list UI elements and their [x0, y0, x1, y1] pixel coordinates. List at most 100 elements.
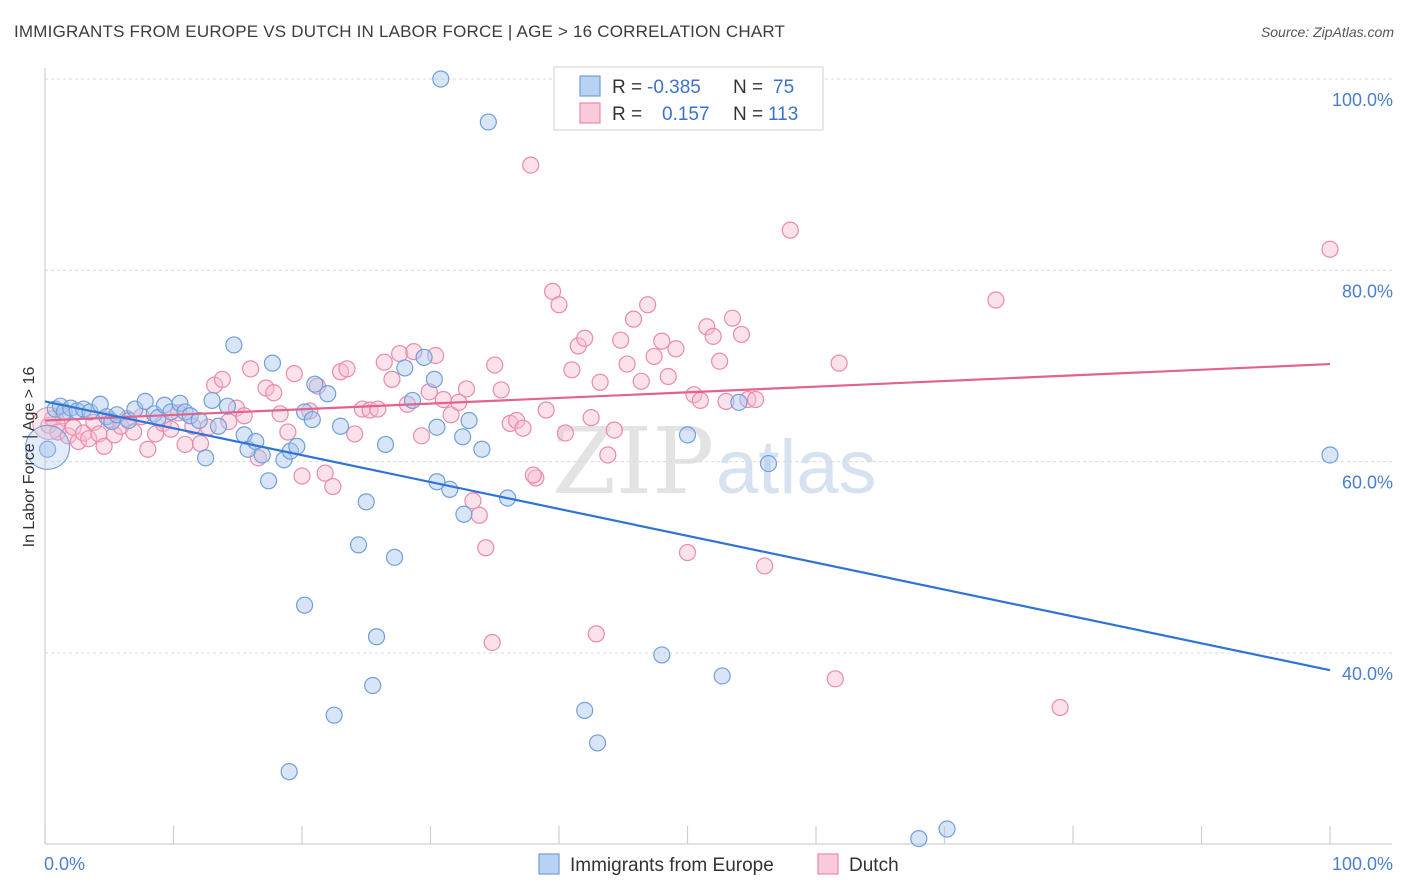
data-point-dutch	[80, 430, 98, 448]
data-point-dutch	[49, 423, 67, 441]
data-point-dutch	[464, 492, 482, 510]
data-point-dutch	[483, 633, 501, 652]
data-point-dutch	[639, 296, 657, 314]
data-point-europe	[203, 391, 221, 410]
data-point-dutch	[632, 372, 650, 390]
bottom-legend-label-europe: Immigrants from Europe	[570, 855, 774, 876]
data-point-europe	[730, 393, 748, 411]
tick-labels: 40.0% 60.0% 80.0% 100.0% 0.0% 100.0%	[44, 90, 1393, 874]
data-point-europe	[280, 763, 298, 781]
data-point-europe	[38, 440, 57, 458]
data-point-dutch	[293, 467, 311, 485]
legend-r-label-dutch: R =	[612, 104, 642, 125]
data-point-europe	[190, 411, 208, 430]
data-point-dutch	[732, 325, 751, 344]
data-point-dutch	[324, 477, 342, 496]
data-point-dutch	[242, 360, 260, 378]
legend-n-label-dutch: N =	[733, 104, 763, 125]
data-point-dutch	[527, 469, 545, 487]
y-tick-label: 100.0%	[1332, 90, 1393, 110]
data-point-europe	[357, 493, 375, 511]
data-point-dutch	[781, 221, 799, 239]
x-tick-label-max: 100.0%	[1332, 854, 1393, 874]
data-point-dutch	[457, 380, 476, 398]
data-point-dutch	[659, 367, 677, 386]
data-point-dutch	[624, 310, 643, 328]
data-point-europe-large	[25, 424, 71, 470]
data-point-dutch	[556, 424, 575, 442]
data-point-dutch	[285, 365, 303, 383]
data-point-europe	[432, 70, 450, 88]
data-point-dutch	[316, 464, 334, 482]
bottom-legend-swatch-europe	[538, 853, 560, 875]
data-point-dutch	[698, 318, 716, 336]
data-point-europe	[303, 410, 321, 429]
data-point-dutch	[717, 392, 735, 410]
data-point-europe	[197, 449, 215, 467]
data-point-europe	[263, 354, 282, 372]
data-point-europe	[455, 505, 473, 523]
legend-n-label-europe: N =	[733, 77, 763, 98]
bottom-legend-swatch-dutch	[817, 853, 839, 875]
data-point-dutch	[618, 355, 636, 373]
trend-line-dutch	[44, 362, 1331, 422]
data-point-dutch	[576, 329, 594, 347]
watermark-atlas: atlas	[716, 425, 877, 510]
data-point-dutch	[667, 340, 685, 358]
data-point-dutch	[279, 423, 297, 441]
data-point-europe	[259, 472, 278, 490]
data-point-dutch	[486, 356, 504, 374]
data-point-dutch	[375, 353, 393, 371]
data-point-dutch	[685, 386, 703, 404]
data-point-dutch	[987, 291, 1005, 309]
chart-source: Source: ZipAtlas.com	[1260, 24, 1394, 40]
legend-swatch-dutch	[579, 102, 601, 124]
data-point-dutch	[612, 331, 630, 349]
data-point-europe	[396, 359, 414, 377]
data-point-europe	[181, 407, 199, 425]
data-point-dutch	[599, 446, 617, 464]
data-point-dutch	[95, 437, 113, 455]
data-point-europe	[588, 734, 607, 752]
data-point-dutch	[711, 352, 729, 370]
data-point-europe	[576, 701, 594, 720]
data-point-dutch	[587, 625, 605, 643]
data-point-europe	[376, 435, 395, 454]
data-point-europe	[367, 628, 386, 646]
data-point-europe	[910, 829, 928, 848]
data-point-dutch	[826, 670, 844, 688]
x-tick-label-min: 0.0%	[44, 854, 85, 874]
chart-title: IMMIGRANTS FROM EUROPE VS DUTCH IN LABOR…	[14, 22, 786, 41]
data-point-europe	[136, 392, 154, 410]
data-point-dutch	[537, 401, 555, 419]
data-point-dutch	[265, 384, 283, 402]
legend-r-label-europe: R =	[612, 77, 642, 98]
data-point-europe	[325, 706, 343, 724]
data-point-dutch	[346, 425, 364, 443]
data-point-europe	[253, 446, 271, 464]
data-point-europe	[460, 411, 478, 430]
legend-r-value-dutch: 0.157	[662, 104, 710, 125]
data-point-dutch	[105, 426, 123, 444]
data-point-europe	[349, 536, 368, 554]
data-point-europe	[331, 417, 350, 435]
y-tick-label: 60.0%	[1342, 473, 1393, 493]
data-point-europe	[428, 418, 446, 436]
data-point-europe	[171, 394, 189, 412]
data-point-dutch	[645, 347, 663, 366]
data-point-europe	[653, 646, 671, 664]
data-point-dutch	[139, 440, 157, 458]
legend-r-value-europe: -0.385	[647, 77, 701, 98]
data-point-dutch	[412, 427, 431, 445]
data-point-dutch	[235, 407, 253, 425]
data-point-europe	[403, 391, 422, 410]
data-point-europe	[473, 440, 491, 458]
data-point-europe	[759, 454, 778, 473]
data-point-dutch	[338, 360, 356, 378]
data-point-dutch	[522, 156, 540, 174]
data-point-dutch	[563, 361, 581, 379]
trend-line-europe	[44, 400, 1331, 672]
data-point-dutch	[213, 370, 231, 388]
data-point-europe	[306, 375, 324, 393]
